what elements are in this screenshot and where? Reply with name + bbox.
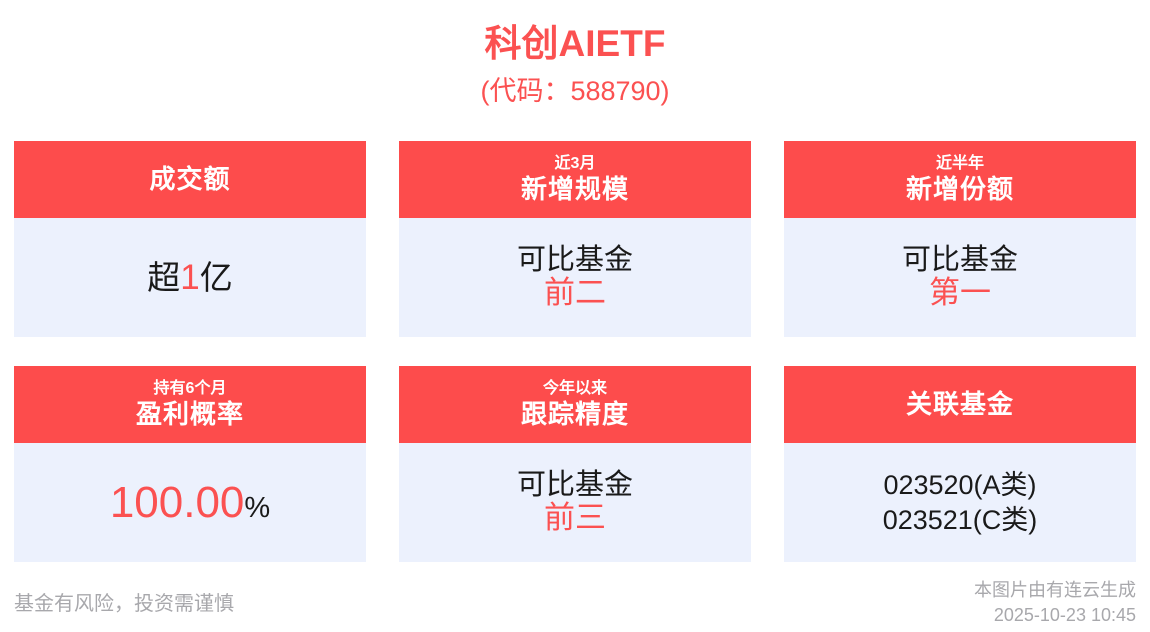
comparison-label: 可比基金 <box>516 243 633 276</box>
card-headline: 关联基金 <box>905 388 1014 419</box>
card-header-tracking-accuracy: 今年以来 跟踪精度 <box>399 366 751 443</box>
rank-value: 第一 <box>929 275 991 311</box>
turnover-value: 超1亿 <box>147 258 232 297</box>
metric-card-tracking-accuracy: 今年以来 跟踪精度 可比基金 前三 <box>399 366 751 562</box>
card-headline: 成交额 <box>149 163 231 194</box>
card-header-new-scale-3m: 近3月 新增规模 <box>399 141 751 218</box>
footer: 基金有风险，投资需谨慎 本图片由有连云生成 2025-10-23 10:45 <box>0 575 1150 632</box>
profit-probability-value: 100.00% <box>109 477 271 527</box>
metric-card-related-funds: 关联基金 023520(A类) 023521(C类) <box>784 366 1136 562</box>
generated-timestamp: 2025-10-23 10:45 <box>993 605 1136 626</box>
turnover-amount: 1 <box>180 257 200 297</box>
card-body-profit-probability: 100.00% <box>14 443 366 562</box>
percent-sign: % <box>244 491 271 524</box>
metric-card-grid: 成交额 超1亿 近3月 新增规模 可比基金 前二 近半年 新增份额 <box>14 141 1136 562</box>
metric-card-turnover: 成交额 超1亿 <box>14 141 366 337</box>
card-body-tracking-accuracy: 可比基金 前三 <box>399 443 751 562</box>
card-headline: 新增规模 <box>520 173 629 204</box>
page-title-block: 科创AIETF (代码：588790) <box>0 0 1150 109</box>
metric-card-new-scale-3m: 近3月 新增规模 可比基金 前二 <box>399 141 751 337</box>
card-body-new-scale-3m: 可比基金 前二 <box>399 218 751 337</box>
card-body-related-funds: 023520(A类) 023521(C类) <box>784 443 1136 562</box>
card-body-new-shares-6m: 可比基金 第一 <box>784 218 1136 337</box>
card-header-turnover: 成交额 <box>14 141 366 218</box>
card-body-turnover: 超1亿 <box>14 218 366 337</box>
profit-probability-number: 100.00 <box>109 477 245 527</box>
card-eyebrow: 今年以来 <box>542 379 607 397</box>
card-header-profit-probability: 持有6个月 盈利概率 <box>14 366 366 443</box>
card-header-new-shares-6m: 近半年 新增份额 <box>784 141 1136 218</box>
related-fund-code-a: 023520(A类) <box>883 469 1037 500</box>
card-eyebrow: 近半年 <box>935 154 984 172</box>
turnover-unit: 亿 <box>199 258 233 296</box>
risk-disclaimer: 基金有风险，投资需谨慎 <box>14 593 234 615</box>
comparison-label: 可比基金 <box>516 468 633 501</box>
turnover-prefix: 超 <box>147 258 181 296</box>
rank-value: 前三 <box>544 500 606 536</box>
related-fund-code-c: 023521(C类) <box>882 504 1038 535</box>
card-eyebrow: 近3月 <box>554 154 596 172</box>
fund-code-subtitle: (代码：588790) <box>480 76 670 106</box>
card-eyebrow: 持有6个月 <box>153 379 227 397</box>
footer-attribution: 本图片由有连云生成 2025-10-23 10:45 <box>974 578 1136 628</box>
metric-card-profit-probability: 持有6个月 盈利概率 100.00% <box>14 366 366 562</box>
page-title: 科创AIETF <box>484 23 666 64</box>
card-header-related-funds: 关联基金 <box>784 366 1136 443</box>
card-headline: 跟踪精度 <box>520 398 629 429</box>
metric-card-new-shares-6m: 近半年 新增份额 可比基金 第一 <box>784 141 1136 337</box>
comparison-label: 可比基金 <box>901 243 1018 276</box>
rank-value: 前二 <box>544 275 606 311</box>
generator-label: 本图片由有连云生成 <box>974 580 1136 600</box>
card-headline: 盈利概率 <box>135 398 244 429</box>
card-headline: 新增份额 <box>905 173 1014 204</box>
